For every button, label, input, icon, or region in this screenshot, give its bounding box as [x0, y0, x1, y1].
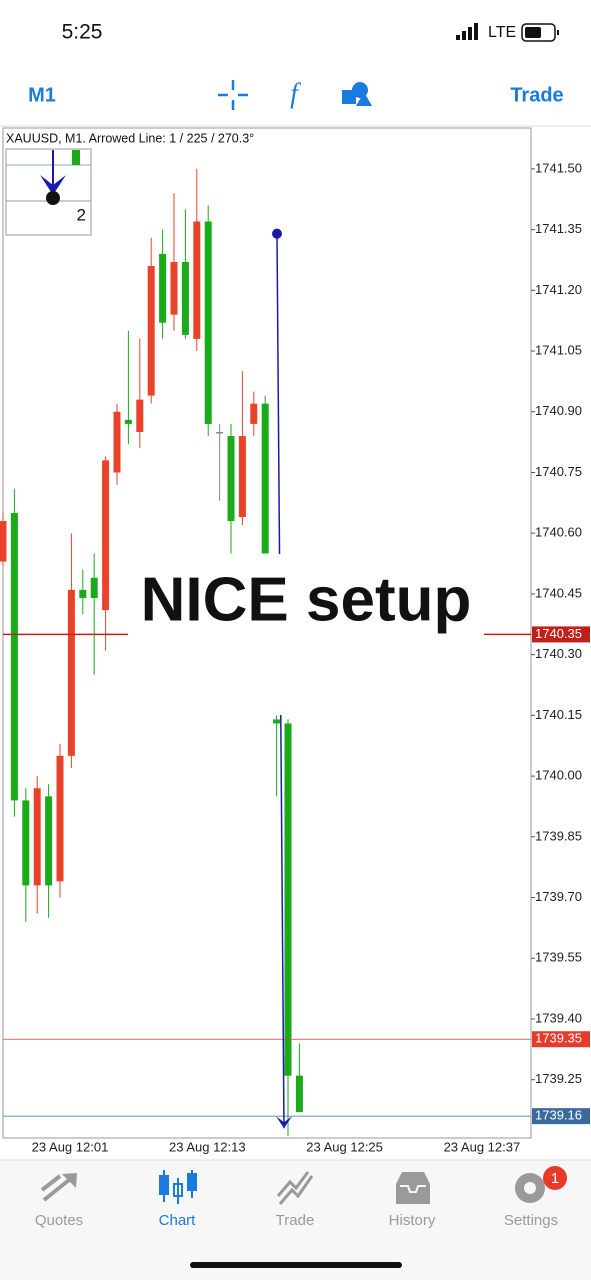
candle-body	[261, 403, 269, 554]
y-tick-label: 1741.20	[535, 282, 582, 297]
home-indicator	[190, 1262, 402, 1268]
price-label: 1739.16	[535, 1108, 582, 1123]
candle-body	[147, 266, 155, 396]
crosshair-button[interactable]	[218, 80, 248, 110]
candle-body	[0, 521, 7, 562]
candle-body	[79, 589, 87, 598]
candle-body	[33, 788, 41, 886]
candle-body	[238, 436, 246, 518]
candle-body	[136, 399, 144, 433]
annotation-backdrop	[128, 554, 484, 715]
price-label: 1739.35	[535, 1031, 582, 1046]
timeframe-button[interactable]: M1	[28, 84, 56, 106]
tab-label[interactable]: Quotes	[35, 1212, 83, 1229]
x-tick-label: 23 Aug 12:13	[169, 1139, 246, 1154]
y-tick-label: 1741.35	[535, 221, 582, 236]
tab-label[interactable]: Trade	[276, 1212, 315, 1229]
candle-body	[204, 221, 212, 424]
y-tick-label: 1740.75	[535, 464, 582, 479]
mini-window	[5, 148, 92, 236]
y-tick-label: 1740.45	[535, 585, 582, 600]
chart-title: XAUUSD, M1. Arrowed Line: 1 / 225 / 270.…	[6, 131, 254, 145]
candle-body	[159, 253, 167, 323]
candle-body	[113, 411, 121, 473]
y-tick-label: 1740.30	[535, 646, 582, 661]
candle-body	[56, 755, 64, 882]
plot: 1741.50 1741.35 1741.20 1741.05 1740.90 1740.…	[0, 160, 590, 1154]
tab-label[interactable]: Chart	[159, 1212, 197, 1229]
settings-icon	[515, 1166, 567, 1203]
y-tick-label: 1740.00	[535, 768, 582, 783]
y-tick-label: 1740.60	[535, 525, 582, 540]
x-tick-label: 23 Aug 12:37	[444, 1139, 521, 1154]
arrowed-line-start	[272, 228, 282, 239]
annotation: NICE setup	[141, 565, 472, 634]
battery-icon	[521, 23, 559, 42]
history-icon	[396, 1172, 430, 1204]
quotes-icon	[40, 1173, 77, 1202]
status-network: LTE	[488, 24, 516, 41]
candle-body	[45, 796, 53, 886]
trade-tab-icon	[276, 1171, 314, 1205]
candle-body	[284, 723, 292, 1076]
candle-body	[216, 432, 224, 434]
candle-body	[227, 436, 235, 522]
price-label-box	[532, 1108, 590, 1125]
price-label-box	[532, 626, 590, 643]
x-tick-label: 23 Aug 12:01	[32, 1139, 109, 1154]
y-tick-label: 1741.50	[535, 160, 582, 175]
objects-button[interactable]	[342, 82, 372, 106]
x-tick-label: 23 Aug 12:25	[306, 1139, 383, 1154]
indicators-button[interactable]: f	[290, 78, 301, 109]
price-label: 1740.35	[535, 626, 582, 641]
mini-window-label: 2	[77, 205, 86, 224]
candle-body	[193, 221, 201, 339]
tab-labels: Quotes Chart Trade History Settings	[35, 1212, 558, 1229]
y-tick-label: 1740.15	[535, 707, 582, 722]
candle-body	[67, 589, 75, 756]
candle-body	[10, 512, 18, 801]
arrowed-line-head	[276, 1116, 292, 1129]
y-tick-label: 1741.05	[535, 342, 582, 357]
trade-button[interactable]: Trade	[510, 84, 563, 106]
y-tick-label: 1739.40	[535, 1010, 582, 1025]
tab-label[interactable]: History	[389, 1212, 436, 1229]
candle-body	[102, 460, 110, 611]
candle-body	[170, 261, 178, 315]
y-tick-label: 1739.70	[535, 889, 582, 904]
status-time: 5:25	[62, 21, 103, 44]
candle-body	[124, 419, 132, 424]
candle-body	[273, 719, 281, 724]
candle-body	[295, 1075, 303, 1113]
y-tick-label: 1739.85	[535, 828, 582, 843]
candle-body	[90, 577, 98, 598]
signal-icon	[456, 23, 478, 40]
chart-icon	[159, 1170, 197, 1204]
tab-label[interactable]: Settings	[504, 1212, 558, 1229]
price-label-box	[532, 1031, 590, 1048]
y-tick-label: 1739.25	[535, 1071, 582, 1086]
settings-badge: 1	[551, 1170, 559, 1187]
candle-body	[181, 261, 189, 335]
y-tick-label: 1739.55	[535, 950, 582, 965]
candle-body	[22, 800, 30, 886]
tab-bar	[0, 1160, 591, 1280]
y-tick-label: 1740.90	[535, 403, 582, 418]
candle-body	[250, 403, 258, 424]
